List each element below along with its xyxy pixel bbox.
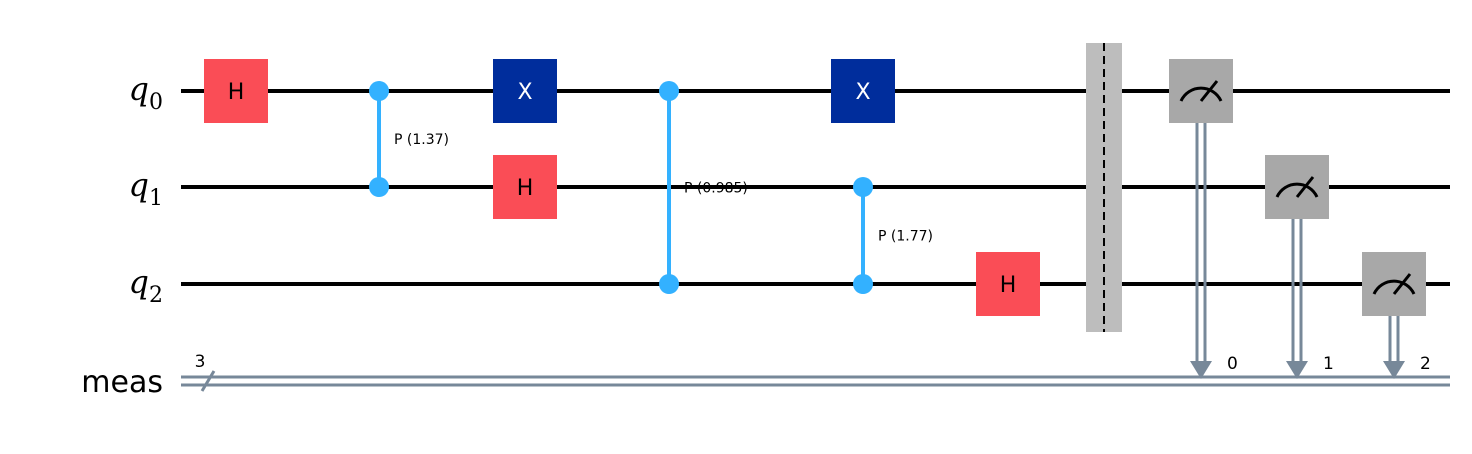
- control-dot: [659, 274, 679, 294]
- x-gate-q0-c2: X: [493, 59, 557, 123]
- gate-label: H: [228, 80, 245, 105]
- measure-arrowhead: [1383, 361, 1405, 379]
- x-gate-q0-c4: X: [831, 59, 895, 123]
- qubit-label-index: 1: [149, 186, 163, 211]
- h-gate-q1-c2: H: [493, 155, 557, 219]
- measure-box: [1169, 59, 1233, 123]
- controlled-phase-gate-c1: P (1.37): [369, 81, 449, 197]
- meter-needle-icon: [1199, 80, 1219, 102]
- gate-label: H: [1000, 273, 1017, 298]
- phase-parameter-label: P (1.77): [878, 229, 933, 245]
- measure-arrowhead: [1190, 361, 1212, 379]
- control-dot: [369, 177, 389, 197]
- clbit-index-label: 2: [1420, 354, 1431, 374]
- qubit-label-name: q: [129, 166, 149, 204]
- qubit-label-name: q: [129, 263, 149, 301]
- clbit-index-label: 0: [1227, 354, 1238, 374]
- controlled-phase-gate-c3: P (0.985): [659, 81, 748, 294]
- gate-label: X: [517, 80, 532, 105]
- qubit-label-0: q0: [129, 70, 163, 115]
- qubit-label-2: q2: [129, 263, 163, 308]
- meter-icon: [1372, 279, 1416, 295]
- qubit-label-name: q: [129, 70, 149, 108]
- meter-icon: [1275, 182, 1319, 198]
- meter-needle-icon: [1392, 273, 1412, 295]
- phase-parameter-label: P (0.985): [684, 181, 748, 197]
- measure-arrowhead: [1286, 361, 1308, 379]
- gate-label: H: [517, 176, 534, 201]
- clbit-index-label: 1: [1323, 354, 1334, 374]
- classical-bundle-slash: [200, 370, 216, 392]
- gate-box: [976, 252, 1040, 316]
- measure-gate-q2: 2: [1362, 252, 1431, 379]
- gates-layer: H X H X H 0 1 2: [204, 43, 1431, 379]
- meter-needle-icon: [1295, 176, 1315, 198]
- measure-box: [1265, 155, 1329, 219]
- phase-parameter-label: P (1.37): [394, 132, 449, 148]
- meter-icon: [1179, 86, 1223, 102]
- qubit-label-1: q1: [129, 166, 163, 211]
- control-dot: [853, 177, 873, 197]
- classical-register-width: 3: [195, 352, 206, 372]
- gate-box: [831, 59, 895, 123]
- control-dot: [853, 274, 873, 294]
- measure-gate-q1: 1: [1265, 155, 1334, 379]
- gate-label: X: [855, 80, 870, 105]
- classical-register-label: meas: [81, 365, 163, 400]
- qubit-label-index: 2: [149, 283, 163, 308]
- gate-box: [493, 155, 557, 219]
- control-dot: [659, 81, 679, 101]
- measure-gate-q0: 0: [1169, 59, 1238, 379]
- gate-box: [493, 59, 557, 123]
- controlled-phase-gate-c4: P (1.77): [853, 177, 933, 294]
- measure-box: [1362, 252, 1426, 316]
- h-gate-q2-c5: H: [976, 252, 1040, 316]
- barrier: [1086, 43, 1122, 332]
- gate-box: [204, 59, 268, 123]
- control-dot: [369, 81, 389, 101]
- qubit-label-index: 0: [149, 90, 163, 115]
- connections-layer: P (1.37) P (0.985) P (1.77): [369, 81, 933, 294]
- wires-layer: [181, 89, 1450, 392]
- h-gate-q0-c0: H: [204, 59, 268, 123]
